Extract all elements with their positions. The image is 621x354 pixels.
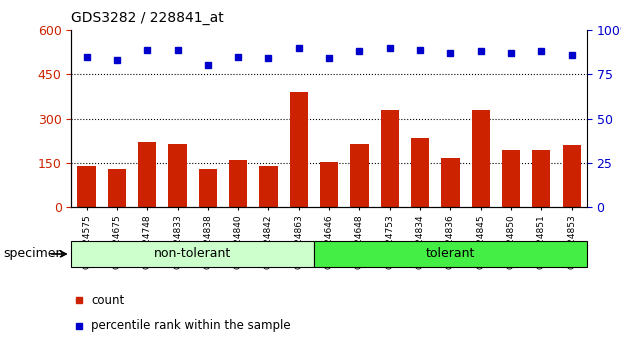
Bar xyxy=(199,169,217,207)
Bar xyxy=(78,166,96,207)
Text: specimen: specimen xyxy=(3,247,63,261)
Bar xyxy=(381,110,399,207)
Bar xyxy=(290,92,308,207)
Bar xyxy=(138,142,156,207)
Bar xyxy=(502,149,520,207)
Text: tolerant: tolerant xyxy=(426,247,475,261)
Text: non-tolerant: non-tolerant xyxy=(154,247,231,261)
Bar xyxy=(71,241,314,267)
Bar xyxy=(471,110,490,207)
Bar xyxy=(320,162,338,207)
Bar xyxy=(442,158,460,207)
Bar xyxy=(229,160,247,207)
Bar xyxy=(350,144,368,207)
Bar xyxy=(532,149,550,207)
Bar xyxy=(260,166,278,207)
Bar xyxy=(108,169,126,207)
Bar xyxy=(411,138,429,207)
Bar xyxy=(314,241,587,267)
Text: GDS3282 / 228841_at: GDS3282 / 228841_at xyxy=(71,11,224,25)
Text: count: count xyxy=(91,294,124,307)
Bar xyxy=(168,144,187,207)
Bar xyxy=(563,145,581,207)
Text: percentile rank within the sample: percentile rank within the sample xyxy=(91,319,291,332)
